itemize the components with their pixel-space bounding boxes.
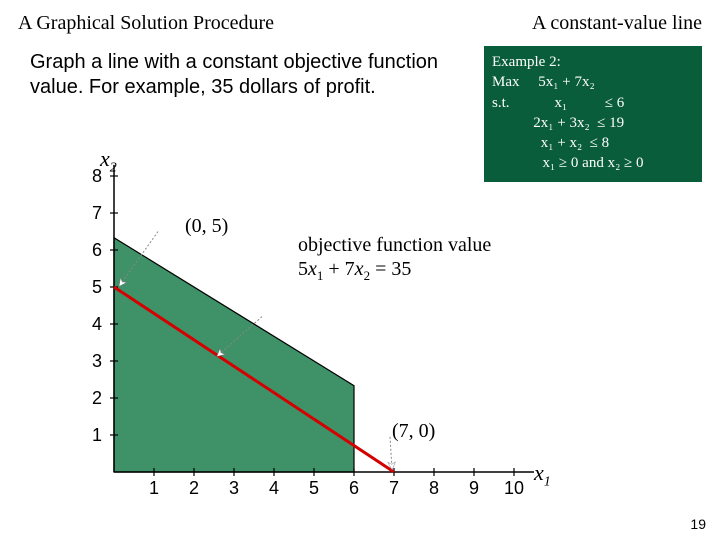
y-tick-label: 3: [92, 351, 102, 371]
example-title: Example 2:: [492, 52, 694, 72]
c2-rhs: ≤ 19: [597, 115, 624, 131]
x-tick-label: 2: [189, 478, 199, 498]
example-obj-expr: 5x₁ + 7x₂: [538, 74, 594, 90]
example-c1: s.t. x₁ ≤ 6: [492, 93, 694, 113]
c3-rhs: ≤ 8: [590, 135, 609, 151]
c1-rhs: ≤ 6: [605, 95, 624, 111]
x-tick-label: 10: [504, 478, 524, 498]
example-st-label: s.t.: [492, 95, 510, 111]
y-tick-label: 7: [92, 203, 102, 223]
x-tick-label: 7: [389, 478, 399, 498]
c2-lhs: 2x₁ + 3x₂: [533, 115, 589, 131]
point-a-label: (0, 5): [185, 215, 228, 238]
description-text: Graph a line with a constant objective f…: [30, 50, 450, 100]
y-tick-label: 4: [92, 314, 102, 334]
example-objective: Max 5x₁ + 7x₂: [492, 72, 694, 92]
objective-line1: objective function value: [298, 234, 491, 257]
page-number: 19: [690, 516, 706, 532]
y-tick-label: 6: [92, 240, 102, 260]
x-tick-label: 8: [429, 478, 439, 498]
y-axis-label: x2: [100, 146, 117, 176]
example-c2: 2x₁ + 3x₂ ≤ 19: [492, 113, 694, 133]
x-tick-label: 3: [229, 478, 239, 498]
point-b-label: (7, 0): [392, 420, 435, 443]
header-left: A Graphical Solution Procedure: [18, 12, 274, 35]
x-tick-label: 4: [269, 478, 279, 498]
x-tick-label: 1: [149, 478, 159, 498]
c1-lhs: x₁: [555, 95, 568, 111]
y-tick-label: 5: [92, 277, 102, 297]
chart-svg: 1234567891012345678: [70, 140, 590, 510]
x-tick-label: 9: [469, 478, 479, 498]
objective-line2: 5x1 + 7x2 = 35: [298, 258, 411, 284]
header-right: A constant-value line: [532, 12, 702, 35]
x-tick-label: 6: [349, 478, 359, 498]
x-tick-label: 5: [309, 478, 319, 498]
y-tick-label: 1: [92, 425, 102, 445]
x-axis-label: x1: [534, 460, 551, 490]
example-max-label: Max: [492, 74, 520, 90]
chart-area: 1234567891012345678: [70, 140, 590, 510]
y-tick-label: 2: [92, 388, 102, 408]
